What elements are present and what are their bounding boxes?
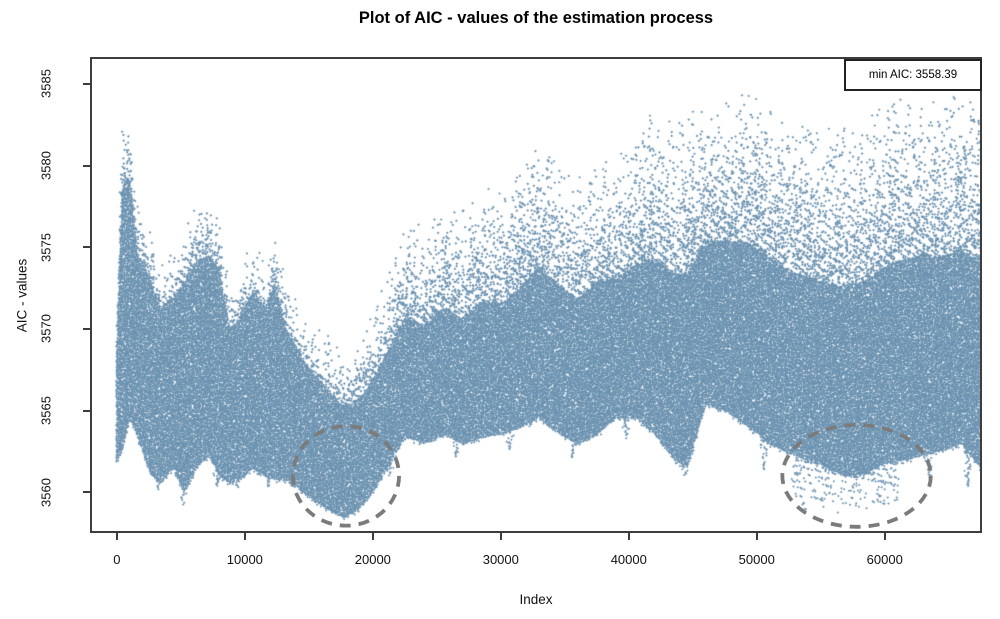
x-axis-tick-label: 0: [113, 552, 121, 567]
x-axis-tick: [883, 533, 886, 540]
x-axis-tick-label: 60000: [866, 552, 903, 567]
y-axis-tick: [83, 82, 90, 85]
annotation-ellipse-left: [290, 424, 401, 528]
plot-area-border: [90, 57, 982, 533]
y-axis-tick: [83, 409, 90, 412]
y-axis-tick: [83, 491, 90, 494]
y-axis-tick: [83, 164, 90, 167]
x-axis-tick-label: 40000: [610, 552, 647, 567]
x-axis-tick-label: 10000: [226, 552, 263, 567]
x-axis-tick: [115, 533, 118, 540]
legend-text: min AIC: 3558.39: [868, 69, 958, 81]
legend-box: min AIC: 3558.39: [844, 59, 982, 91]
x-axis-tick-label: 20000: [354, 552, 391, 567]
y-axis-tick: [83, 246, 90, 249]
x-axis-tick-label: 30000: [482, 552, 519, 567]
x-axis-tick: [499, 533, 502, 540]
x-axis-tick: [755, 533, 758, 540]
x-axis-tick-label: 50000: [738, 552, 775, 567]
x-axis-tick: [371, 533, 374, 540]
y-axis-tick: [83, 327, 90, 330]
x-axis-tick: [627, 533, 630, 540]
x-axis-tick: [243, 533, 246, 540]
x-axis-title: Index: [519, 592, 553, 607]
annotation-ellipse-right: [780, 422, 933, 529]
